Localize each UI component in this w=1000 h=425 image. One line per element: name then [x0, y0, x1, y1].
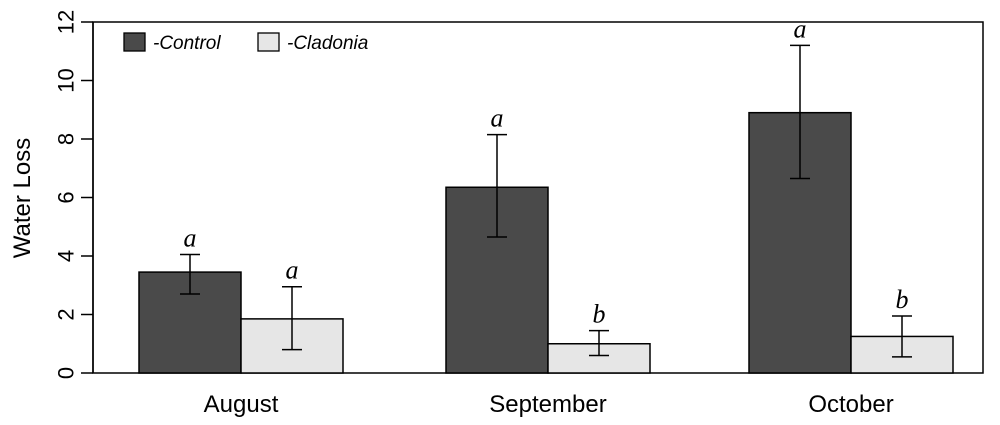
y-tick-label: 6 [54, 191, 79, 203]
category-label: September [489, 391, 606, 418]
bar [138, 271, 242, 374]
legend-label: -Control [153, 33, 221, 54]
legend-label: -Cladonia [287, 33, 368, 54]
significance-labels: a a a b a b [184, 14, 909, 328]
legend: -Control -Cladonia [123, 32, 368, 54]
significance-label: a [286, 256, 299, 285]
error-bars [180, 44, 912, 358]
significance-label: a [184, 224, 197, 253]
y-tick-label: 10 [54, 68, 79, 92]
category-labels: August September October [204, 391, 894, 418]
y-axis-title: Water Loss [9, 138, 36, 258]
legend-swatch [257, 32, 280, 52]
bars [138, 111, 954, 374]
y-tick-label: 4 [54, 250, 79, 262]
y-tick-label: 0 [54, 367, 79, 379]
y-tick-label: 8 [54, 133, 79, 145]
significance-label: a [491, 104, 504, 133]
legend-swatch [123, 32, 146, 52]
significance-label: b [593, 300, 606, 329]
y-tick-label: 12 [54, 10, 79, 34]
category-label: October [808, 391, 893, 418]
category-label: August [204, 391, 279, 418]
significance-label: b [896, 285, 909, 314]
significance-label: a [794, 14, 807, 43]
y-axis: 0 2 4 6 8 10 12 [54, 10, 94, 379]
y-tick-label: 2 [54, 308, 79, 320]
